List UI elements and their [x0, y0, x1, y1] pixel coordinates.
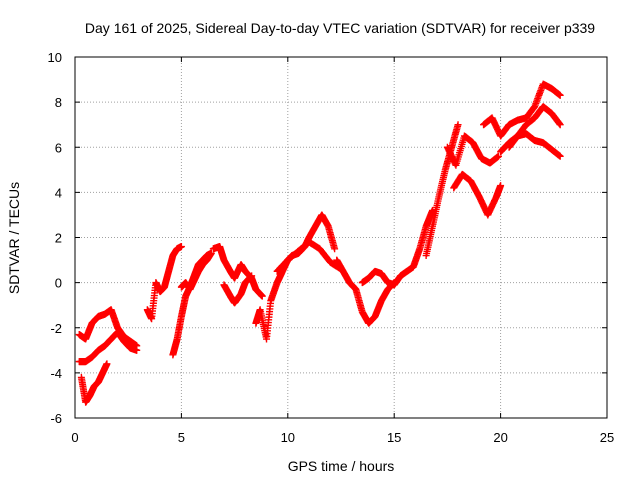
data-point-marker — [248, 272, 256, 280]
x-tick-label: 10 — [281, 430, 295, 445]
series-track-e — [169, 249, 215, 359]
data-point-marker — [133, 346, 141, 354]
series-track-j — [273, 238, 345, 275]
data-point-marker — [331, 245, 339, 253]
grid-lines — [75, 57, 607, 418]
data-point-marker — [258, 292, 266, 300]
y-tick-label: 6 — [55, 140, 62, 155]
series-track-p — [480, 80, 564, 140]
x-tick-label: 5 — [178, 430, 185, 445]
y-tick-label: 10 — [48, 50, 62, 65]
series-track-d — [143, 243, 185, 323]
data-point-marker — [103, 360, 111, 368]
series-track-k — [333, 256, 398, 327]
series-track-o — [450, 170, 505, 219]
y-tick-label: 4 — [55, 185, 62, 200]
x-tick-label: 15 — [387, 430, 401, 445]
series-track-m — [422, 121, 462, 260]
series-track-g — [209, 243, 266, 300]
y-tick-label: -4 — [50, 366, 62, 381]
data-point-marker — [207, 249, 215, 257]
chart-title: Day 161 of 2025, Sidereal Day-to-day VTE… — [85, 20, 595, 36]
y-axis-label: SDTVAR / TECUs — [6, 182, 22, 294]
plot-frame — [74, 56, 608, 419]
y-tick-label: 2 — [55, 231, 62, 246]
data-point-marker — [494, 152, 502, 160]
x-tick-label: 25 — [600, 430, 614, 445]
series-track-c — [77, 360, 111, 406]
y-tick-label: -6 — [50, 411, 62, 426]
data-points — [75, 80, 564, 406]
data-point-marker — [497, 182, 505, 190]
data-point-marker — [454, 121, 462, 129]
x-axis-label: GPS time / hours — [288, 458, 395, 474]
y-tick-label: -2 — [50, 321, 62, 336]
data-point-marker — [556, 121, 564, 129]
axis-ticks: 0 5 10 15 20 25 -6 -4 -2 0 2 4 6 8 10 — [48, 50, 615, 445]
series-track-i — [252, 211, 339, 343]
y-tick-label: 8 — [55, 95, 62, 110]
data-point-marker — [556, 152, 564, 160]
series-track-b — [75, 328, 141, 366]
series-track-r — [505, 103, 564, 151]
series-track-l — [358, 206, 437, 289]
x-tick-label: 20 — [493, 430, 507, 445]
series-track-q — [497, 130, 564, 160]
data-point-marker — [177, 243, 185, 251]
series-track-f — [177, 249, 215, 293]
data-point-marker — [556, 91, 564, 99]
x-tick-label: 0 — [71, 430, 78, 445]
series-track-h — [220, 272, 256, 307]
series-track-n — [443, 132, 502, 169]
y-tick-label: 0 — [55, 276, 62, 291]
